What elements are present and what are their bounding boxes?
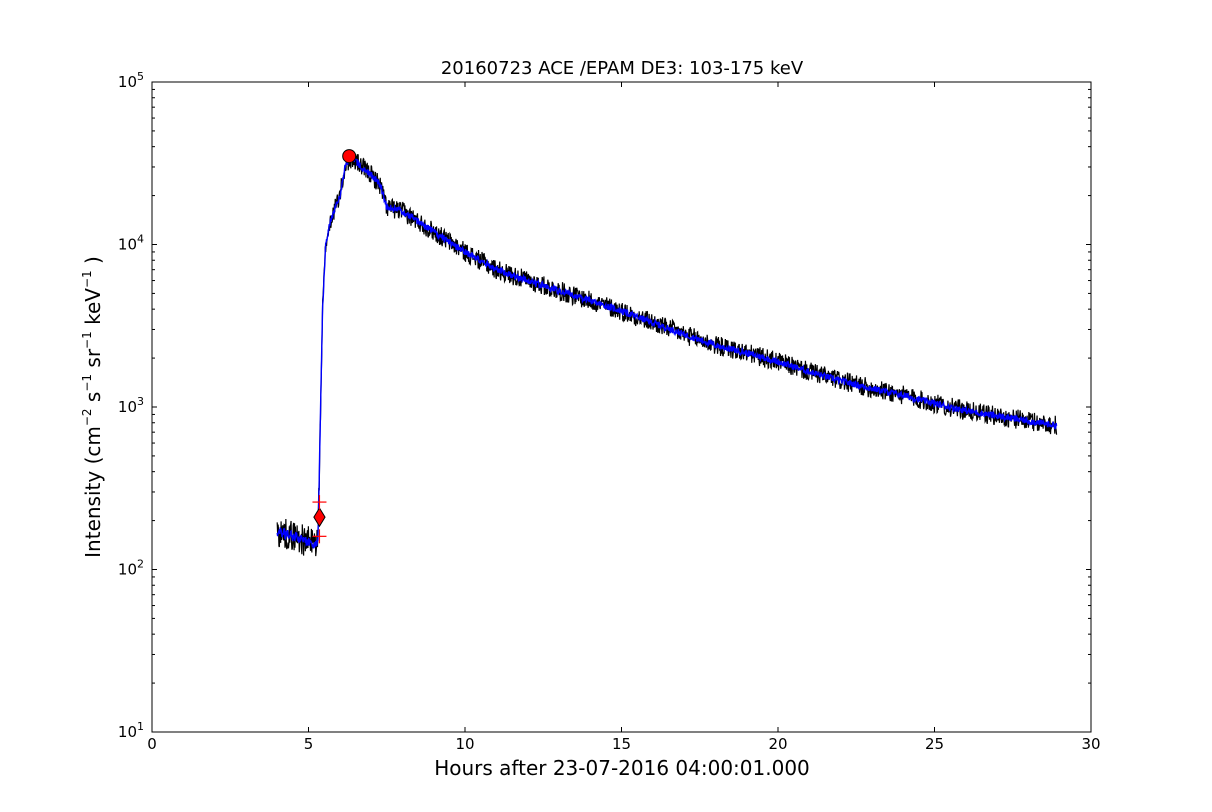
y-label-s: s (81, 392, 105, 409)
x-axis-label: Hours after 23-07-2016 04:00:01.000 (434, 756, 810, 780)
x-tick-label: 15 (612, 735, 631, 753)
x-tick-label: 0 (147, 735, 157, 753)
x-tick-label: 30 (1081, 735, 1100, 753)
x-tick-label: 5 (304, 735, 314, 753)
series-line-smoothed (276, 155, 1058, 550)
y-label-exp-2: −1 (80, 374, 94, 392)
series-line-raw (276, 150, 1058, 557)
y-axis-label: Intensity (cm−2 s−1 sr−1 keV−1 ) (80, 256, 105, 558)
x-tick-label: 20 (768, 735, 787, 753)
x-tick-label: 10 (455, 735, 474, 753)
y-label-main: Intensity (cm (81, 426, 105, 558)
y-axis-ticks: 101 102 103 104 105 (118, 70, 1091, 741)
y-label-sr: sr (81, 348, 105, 374)
x-tick-label: 25 (925, 735, 944, 753)
chart-title: 20160723 ACE /EPAM DE3: 103-175 keV (441, 58, 804, 79)
series-layer (276, 150, 1058, 557)
onset-marker (313, 507, 326, 528)
x-axis-ticks: 0 5 10 15 20 25 30 (147, 82, 1101, 753)
y-label-kev: keV (81, 288, 105, 332)
peak-marker (342, 149, 357, 164)
y-tick-label: 104 (118, 233, 144, 254)
y-label-exp-1: −2 (80, 408, 94, 426)
y-tick-label: 105 (118, 70, 144, 91)
y-label-exp-4: −1 (80, 270, 94, 288)
y-label-close: ) (81, 256, 105, 270)
y-tick-label: 101 (118, 720, 144, 741)
y-tick-label: 103 (118, 395, 144, 416)
marker-layer (312, 149, 357, 544)
y-label-exp-3: −1 (80, 331, 94, 349)
y-tick-label: 102 (118, 558, 144, 579)
